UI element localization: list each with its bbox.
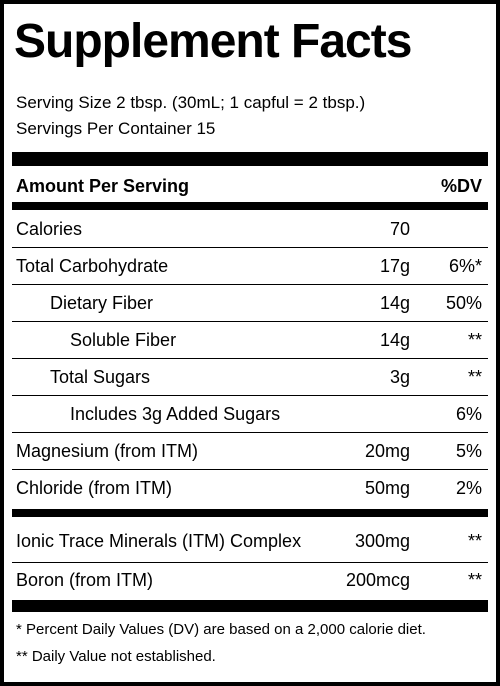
medium-divider bbox=[12, 202, 488, 210]
nutrient-row-magnesium: Magnesium (from ITM) 20mg 5% bbox=[12, 433, 488, 469]
row-divider bbox=[12, 247, 488, 248]
nutrient-name: Boron (from ITM) bbox=[16, 570, 154, 590]
nutrient-dv: 50% bbox=[445, 293, 482, 313]
dv-header: %DV bbox=[440, 176, 482, 196]
nutrient-dv: 6%* bbox=[448, 256, 482, 276]
nutrient-amount: 17g bbox=[379, 256, 410, 276]
nutrient-dv: ** bbox=[467, 330, 482, 350]
nutrient-dv: 5% bbox=[455, 441, 482, 461]
nutrient-dv: ** bbox=[467, 367, 482, 387]
nutrient-row-chloride: Chloride (from ITM) 50mg 2% bbox=[12, 470, 488, 506]
nutrient-row-boron: Boron (from ITM) 200mcg ** bbox=[12, 562, 488, 598]
nutrient-row-total-sugars: Total Sugars 3g ** bbox=[12, 359, 488, 395]
nutrient-row-total-carbohydrate: Total Carbohydrate 17g 6%* bbox=[12, 248, 488, 284]
serving-size: Serving Size 2 tbsp. (30mL; 1 capful = 2… bbox=[16, 93, 366, 112]
medium-divider bbox=[12, 509, 488, 517]
nutrient-dv: ** bbox=[467, 531, 482, 551]
panel-title: Supplement Facts bbox=[14, 15, 412, 68]
nutrient-name: Ionic Trace Minerals (ITM) Complex bbox=[16, 531, 302, 551]
nutrient-name: Total Sugars bbox=[50, 367, 151, 387]
nutrient-row-ionic-trace-minerals: Ionic Trace Minerals (ITM) Complex 300mg… bbox=[12, 523, 488, 559]
nutrient-amount: 50mg bbox=[364, 478, 410, 498]
nutrient-dv: ** bbox=[467, 570, 482, 590]
nutrient-dv: 2% bbox=[455, 478, 482, 498]
row-divider bbox=[12, 284, 488, 285]
servings-per-container: Servings Per Container 15 bbox=[16, 119, 216, 138]
nutrient-dv: 6% bbox=[455, 404, 482, 424]
nutrient-amount: 3g bbox=[389, 367, 410, 387]
amount-per-serving-header: Amount Per Serving bbox=[16, 176, 190, 196]
nutrient-amount: 300mg bbox=[354, 531, 410, 551]
nutrient-amount: 200mcg bbox=[345, 570, 410, 590]
nutrient-amount: 14g bbox=[379, 293, 410, 313]
nutrient-name: Includes 3g Added Sugars bbox=[70, 404, 281, 424]
row-divider bbox=[12, 358, 488, 359]
row-divider bbox=[12, 562, 488, 563]
nutrient-name: Dietary Fiber bbox=[50, 293, 154, 313]
nutrient-row-calories: Calories 70 bbox=[12, 211, 488, 247]
row-divider bbox=[12, 321, 488, 322]
nutrient-name: Magnesium (from ITM) bbox=[16, 441, 199, 461]
footnote-dv: * Percent Daily Values (DV) are based on… bbox=[16, 621, 426, 638]
footnote-not-established: ** Daily Value not established. bbox=[16, 648, 216, 665]
row-divider bbox=[12, 432, 488, 433]
row-divider bbox=[12, 469, 488, 470]
thick-divider bbox=[12, 152, 488, 166]
nutrient-row-soluble-fiber: Soluble Fiber 14g ** bbox=[12, 322, 488, 358]
nutrient-name: Calories bbox=[16, 219, 83, 239]
nutrient-amount: 20mg bbox=[364, 441, 410, 461]
thick-divider bbox=[12, 600, 488, 612]
nutrient-name: Chloride (from ITM) bbox=[16, 478, 173, 498]
nutrient-name: Total Carbohydrate bbox=[16, 256, 169, 276]
nutrient-amount: 70 bbox=[389, 219, 410, 239]
nutrient-row-added-sugars: Includes 3g Added Sugars 6% bbox=[12, 396, 488, 432]
nutrient-name: Soluble Fiber bbox=[70, 330, 177, 350]
nutrient-row-dietary-fiber: Dietary Fiber 14g 50% bbox=[12, 285, 488, 321]
nutrient-amount: 14g bbox=[379, 330, 410, 350]
row-divider bbox=[12, 395, 488, 396]
